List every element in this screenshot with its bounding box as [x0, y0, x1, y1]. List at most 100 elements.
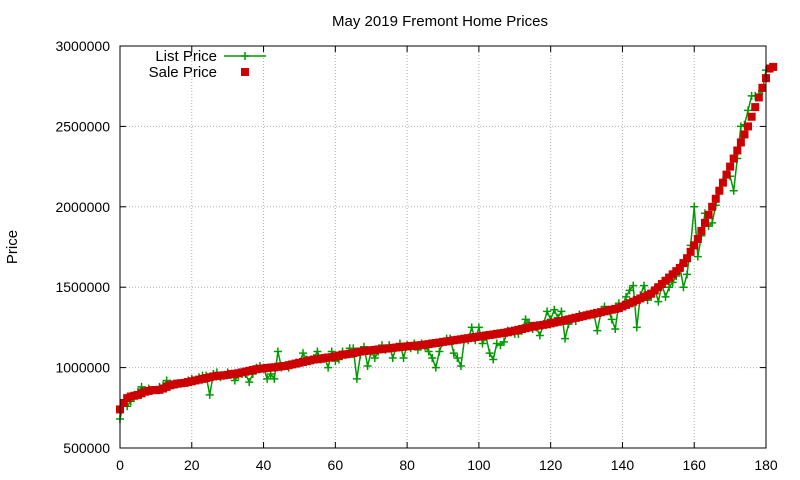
list-price-marker — [449, 349, 458, 358]
list-price-marker — [273, 347, 282, 356]
sale-price-marker — [686, 247, 695, 256]
list-price-marker — [313, 347, 322, 356]
list-price-marker — [661, 292, 670, 301]
sale-price-marker — [693, 234, 702, 243]
list-price-marker — [693, 252, 702, 261]
list-price-marker — [679, 283, 688, 292]
sale-price-marker — [751, 103, 760, 112]
legend-sale-price-marker — [241, 68, 249, 76]
list-price-marker — [683, 270, 692, 279]
list-price-marker — [632, 323, 641, 332]
x-tick-label: 60 — [328, 457, 344, 473]
sale-price-marker — [726, 162, 735, 171]
sale-price-marker — [718, 178, 727, 187]
sale-price-marker — [744, 122, 753, 131]
list-price-marker — [550, 305, 559, 314]
gridlines — [120, 46, 766, 448]
list-price-marker — [263, 374, 272, 383]
sale-price-marker — [722, 170, 731, 179]
list-price-marker — [352, 374, 361, 383]
y-tick-label: 2000000 — [55, 199, 110, 215]
list-price-marker — [557, 307, 566, 316]
list-price-marker — [205, 390, 214, 399]
sale-price-marker — [700, 218, 709, 227]
list-price-marker — [492, 339, 501, 348]
list-price-marker — [399, 353, 408, 362]
list-price-marker — [370, 353, 379, 362]
sale-price-marker — [679, 259, 688, 268]
x-tick-label: 160 — [683, 457, 707, 473]
legend-list-price-marker — [241, 52, 249, 60]
sale-price-marker — [758, 83, 767, 92]
x-tick-label: 20 — [184, 457, 200, 473]
list-price-marker — [543, 307, 552, 316]
sale-price-marker — [740, 130, 749, 139]
sale-price-marker — [119, 398, 128, 407]
sale-price-marker — [715, 186, 724, 195]
legend-sale-price-label: Sale Price — [149, 64, 217, 81]
tick-labels: 0 20 40 60 80 100 120 140 160 180 500000 1000000 150… — [55, 38, 777, 473]
list-price-marker — [485, 349, 494, 358]
x-tick-label: 40 — [256, 457, 272, 473]
list-price-marker — [467, 323, 476, 332]
list-price-marker — [593, 326, 602, 335]
sale-price-marker — [736, 138, 745, 147]
list-price-marker — [639, 281, 648, 290]
list-price-marker — [435, 347, 444, 356]
chart-title: May 2019 Fremont Home Prices — [332, 13, 548, 30]
axis-ticks — [119, 45, 767, 449]
y-tick-label: 1500000 — [55, 279, 110, 295]
legend-list-price-label: List Price — [155, 48, 217, 65]
y-tick-label: 500000 — [63, 440, 110, 456]
x-tick-label: 80 — [399, 457, 415, 473]
list-price-marker — [299, 349, 308, 358]
list-price-marker — [708, 218, 717, 227]
list-price-marker — [453, 353, 462, 362]
sale-price-marker — [683, 254, 692, 263]
list-price-marker — [736, 122, 745, 131]
sale-price-marker — [729, 154, 738, 163]
y-tick-label: 1000000 — [55, 360, 110, 376]
list-price-marker — [245, 378, 254, 387]
plot-area-border — [119, 45, 767, 449]
x-tick-label: 180 — [754, 457, 778, 473]
sale-price-marker — [711, 194, 720, 203]
list-price-marker — [500, 337, 509, 346]
legend: List Price Sale Price — [149, 48, 266, 81]
list-price-line — [119, 67, 770, 420]
list-price-marker — [478, 339, 487, 348]
sale-price-marker — [697, 226, 706, 235]
list-price-marker — [489, 355, 498, 364]
y-tick-label: 3000000 — [55, 38, 110, 54]
list-price-marker — [654, 297, 663, 306]
list-price-marker — [424, 347, 433, 356]
list-price-marker — [561, 334, 570, 343]
sale-price-marker — [704, 210, 713, 219]
list-price-marker — [611, 325, 620, 334]
list-price-marker — [607, 315, 616, 324]
list-price-marker — [428, 353, 437, 362]
list-price-marker — [629, 281, 638, 290]
y-axis-label: Price — [4, 230, 21, 264]
list-price-marker — [363, 361, 372, 370]
sale-price-marker — [675, 263, 684, 272]
sale-price-marker — [708, 202, 717, 211]
list-price-marker — [690, 202, 699, 211]
sale-price-marker — [769, 62, 778, 71]
list-price-marker — [270, 374, 279, 383]
list-price-marker — [456, 361, 465, 370]
sale-price-marker — [733, 146, 742, 155]
x-tick-label: 100 — [467, 457, 491, 473]
plot-series — [116, 62, 778, 424]
sale-price-marker — [754, 93, 763, 102]
list-price-marker — [625, 286, 634, 295]
list-price-marker — [474, 323, 483, 332]
list-price-marker — [431, 363, 440, 372]
list-price-marker — [729, 186, 738, 195]
x-tick-label: 0 — [116, 457, 124, 473]
sale-price-marker — [690, 241, 699, 250]
x-tick-label: 120 — [539, 457, 563, 473]
list-price-marker — [388, 353, 397, 362]
x-tick-label: 140 — [611, 457, 635, 473]
